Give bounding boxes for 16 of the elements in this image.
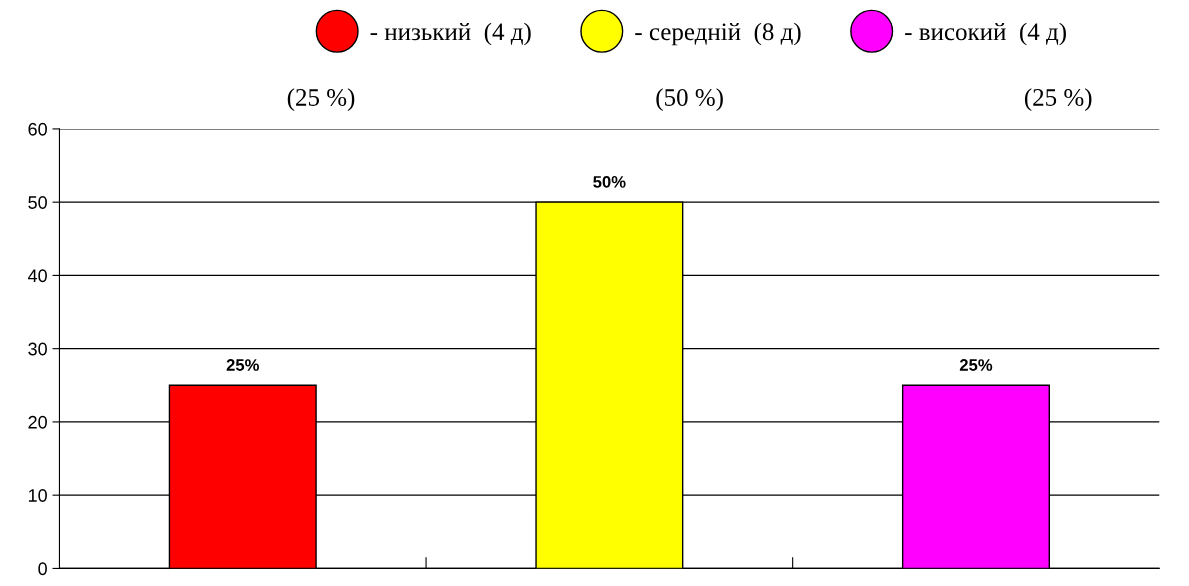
text: (25 %) xyxy=(1024,88,1092,111)
y-tick-label: 20 xyxy=(28,415,47,429)
y-tick-label: 0 xyxy=(38,562,47,576)
data-label: 50% xyxy=(593,175,626,188)
legend-label: - низький (4 д) xyxy=(370,22,531,46)
text: (25 %) xyxy=(287,88,355,111)
legend-label: - середній (8 д) xyxy=(635,22,801,46)
text: (50 %) xyxy=(656,88,723,111)
y-tick-label: 10 xyxy=(28,489,47,502)
y-tick-label: 60 xyxy=(28,122,47,136)
data-label: 25% xyxy=(959,359,993,371)
data-label: 25% xyxy=(226,359,259,371)
legend-label: - високий (4 д) xyxy=(905,22,1066,46)
y-tick-label: 30 xyxy=(28,342,47,356)
y-tick-label: 50 xyxy=(28,196,47,209)
y-tick-label: 40 xyxy=(27,269,47,283)
